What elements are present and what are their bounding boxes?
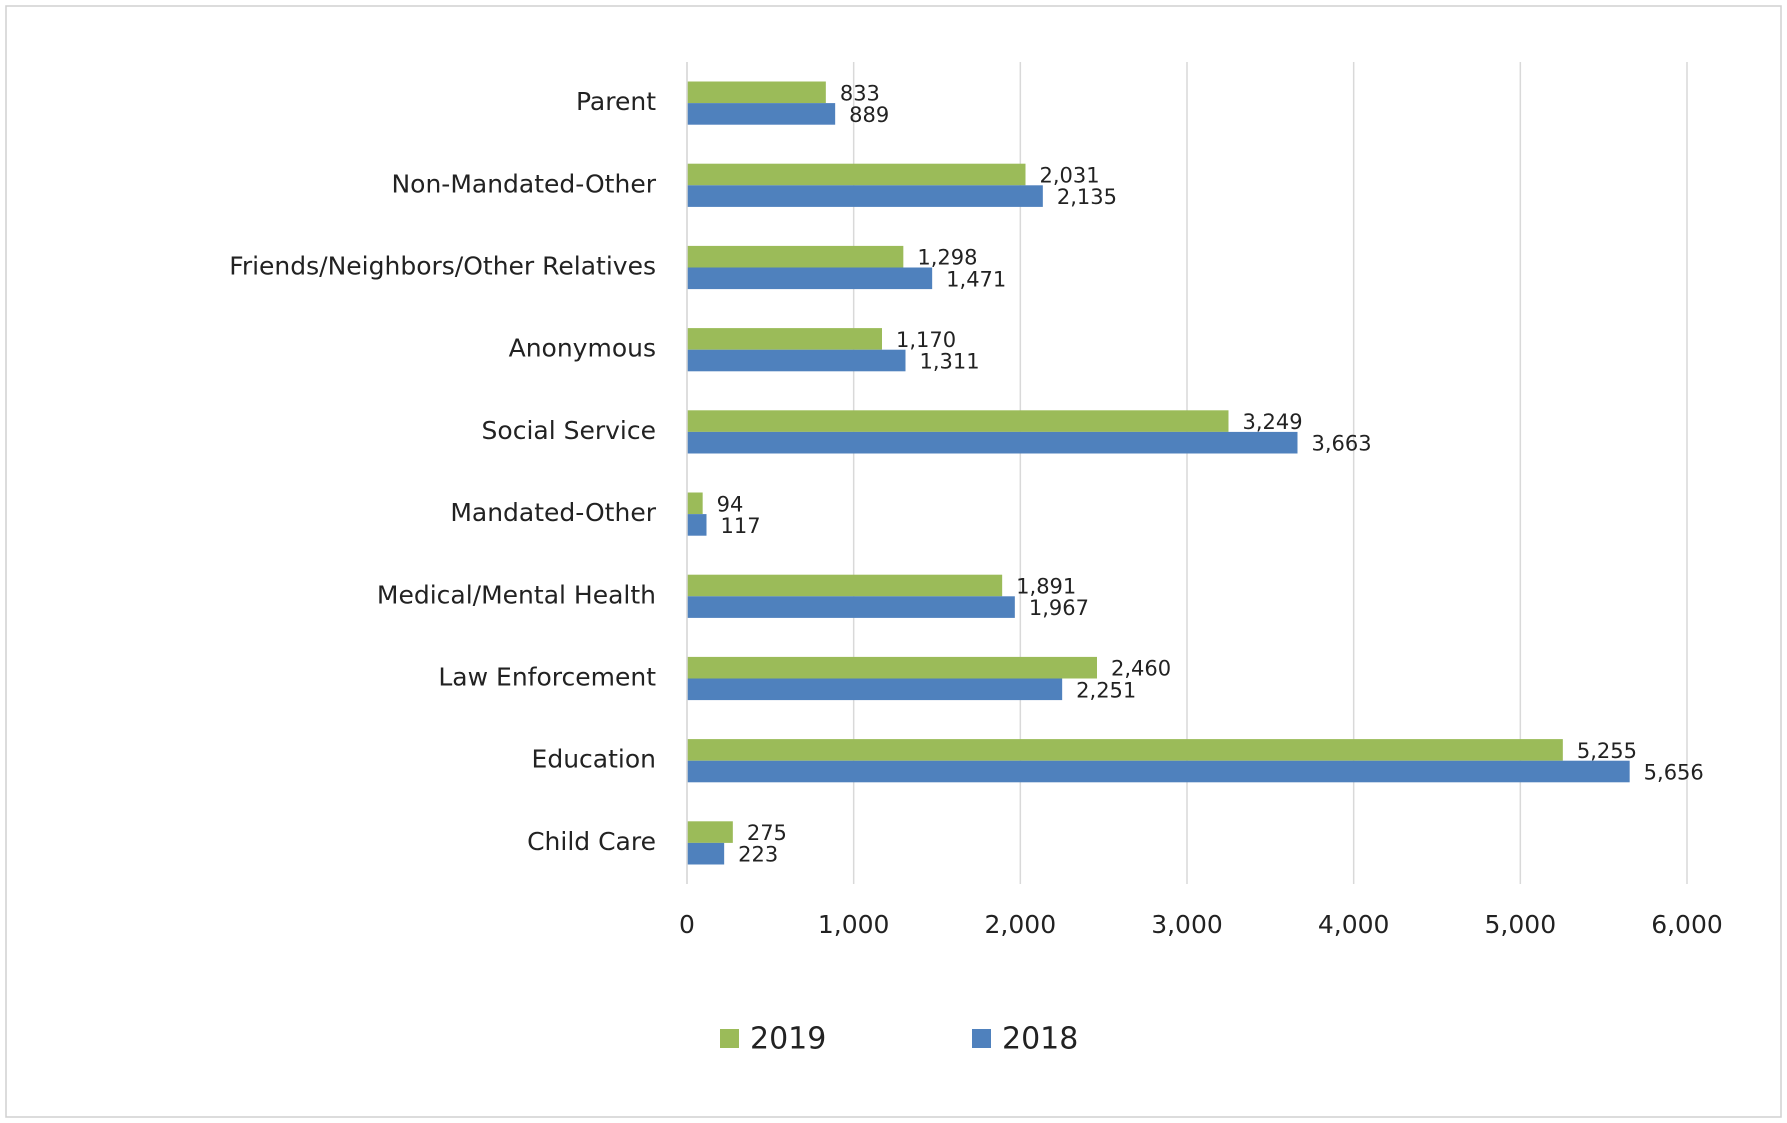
x-tick-label: 1,000 <box>818 910 890 939</box>
x-tick-label: 6,000 <box>1651 910 1723 939</box>
y-tick-label: Social Service <box>482 416 656 445</box>
y-tick-label: Mandated-Other <box>450 498 656 527</box>
x-tick-label: 2,000 <box>985 910 1057 939</box>
y-tick-label: Anonymous <box>509 334 656 363</box>
data-label: 889 <box>849 103 889 127</box>
bar <box>687 739 1563 761</box>
bar <box>687 678 1063 701</box>
bar <box>687 492 703 515</box>
legend-swatch <box>720 1029 739 1048</box>
x-tick-label: 3,000 <box>1151 910 1223 939</box>
legend-label: 2019 <box>750 1022 826 1057</box>
data-label: 275 <box>747 821 787 845</box>
data-label: 1,298 <box>917 246 977 270</box>
data-label: 2,251 <box>1076 678 1136 702</box>
bar <box>687 163 1026 186</box>
y-tick-label: Education <box>532 745 656 774</box>
bar <box>687 410 1229 432</box>
data-label: 5,656 <box>1644 761 1704 785</box>
bar <box>687 821 733 843</box>
x-tick-label: 4,000 <box>1318 910 1390 939</box>
data-label: 3,249 <box>1243 410 1303 434</box>
data-label: 1,311 <box>920 350 980 374</box>
bar <box>687 431 1298 454</box>
data-label: 1,471 <box>946 267 1006 291</box>
bar <box>687 656 1097 679</box>
bar <box>687 574 1003 597</box>
bar <box>687 596 1015 618</box>
data-label: 223 <box>738 843 778 867</box>
data-label: 3,663 <box>1312 432 1372 456</box>
x-tick-label: 5,000 <box>1485 910 1557 939</box>
y-tick-label: Parent <box>576 87 656 116</box>
data-label: 1,891 <box>1016 575 1076 599</box>
y-tick-label: Medical/Mental Health <box>377 580 656 609</box>
data-label: 94 <box>717 492 744 516</box>
bar <box>687 103 836 125</box>
y-tick-label: Law Enforcement <box>438 663 656 692</box>
x-tick-label: 0 <box>679 910 695 939</box>
bar <box>687 81 826 104</box>
bar <box>687 267 933 290</box>
data-label: 2,460 <box>1111 657 1171 681</box>
data-label: 2,135 <box>1057 185 1117 209</box>
data-label: 833 <box>840 81 880 105</box>
data-label: 117 <box>721 514 761 538</box>
bar <box>687 514 707 536</box>
bar <box>687 185 1043 207</box>
bar <box>687 349 906 372</box>
legend-label: 2018 <box>1002 1022 1078 1057</box>
y-tick-label: Non-Mandated-Other <box>391 169 656 198</box>
bar <box>687 328 882 350</box>
y-tick-label: Child Care <box>527 827 656 856</box>
data-label: 5,255 <box>1577 739 1637 763</box>
legend-swatch <box>972 1029 991 1048</box>
data-label: 1,967 <box>1029 596 1089 620</box>
y-tick-label: Friends/Neighbors/Other Relatives <box>229 252 656 281</box>
bar <box>687 842 725 865</box>
bar <box>687 245 904 268</box>
data-label: 1,170 <box>896 328 956 352</box>
bar <box>687 760 1630 783</box>
data-label: 2,031 <box>1040 164 1100 188</box>
